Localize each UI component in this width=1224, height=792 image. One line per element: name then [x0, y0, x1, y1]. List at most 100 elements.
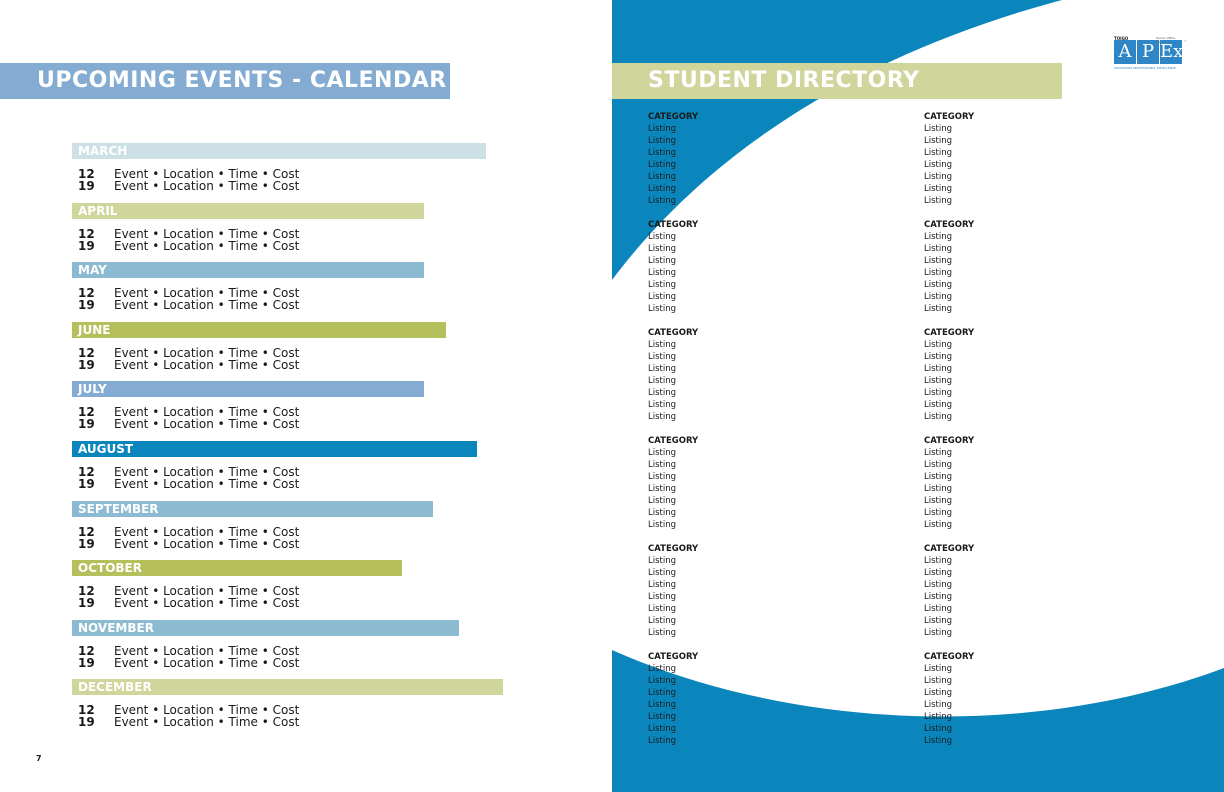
event-list: 12 Event • Location • Time • Cost 19 Event …: [72, 287, 512, 311]
event-row: 19 Event • Location • Time • Cost: [72, 538, 512, 550]
calendar-header: UPCOMING EVENTS - CALENDAR: [0, 63, 450, 99]
event-date: 19: [78, 179, 95, 193]
directory-listing: Listing: [648, 256, 677, 266]
directory-listing: Listing: [648, 496, 677, 506]
directory-listing: Listing: [924, 280, 953, 290]
directory-listing: Listing: [648, 196, 677, 206]
directory-listing: Listing: [648, 664, 677, 674]
directory-group: CATEGORY Listing Listing Listing Listing List…: [924, 651, 1124, 759]
month-bar: JUNE: [72, 321, 446, 338]
directory-listing: Listing: [648, 568, 677, 578]
left-page: UPCOMING EVENTS - CALENDAR MARCH 12 Event …: [0, 63, 512, 763]
month-block: MARCH 12 Event • Location • Time • Cost 19 E…: [72, 143, 512, 203]
directory-listing: Listing: [648, 244, 677, 254]
month-bar: OCTOBER: [72, 560, 402, 577]
directory-listing: Listing: [924, 388, 953, 398]
directory-group: CATEGORY Listing Listing Listing Listing List…: [924, 543, 1124, 651]
directory-listing: Listing: [924, 376, 953, 386]
directory-category: CATEGORY: [924, 328, 975, 338]
event-details: Event • Location • Time • Cost: [114, 584, 300, 599]
directory-category: CATEGORY: [924, 544, 975, 554]
directory-listing: Listing: [924, 580, 953, 590]
directory-listing: Listing: [924, 724, 953, 734]
event-row: 12 Event • Location • Time • Cost: [72, 168, 512, 180]
directory-category: CATEGORY: [924, 112, 975, 122]
event-date: 19: [78, 536, 95, 551]
event-details: Event • Location • Time • Cost: [114, 167, 300, 181]
directory-listing: Listing: [648, 460, 677, 470]
event-date: 19: [78, 476, 95, 491]
month-bar: AUGUST: [72, 440, 477, 457]
month-block: SEPTEMBER 12 Event • Location • Time • Cos…: [72, 500, 512, 561]
event-details: Event • Location • Time • Cost: [114, 643, 300, 658]
directory-listing: Listing: [924, 736, 953, 746]
directory-category: CATEGORY: [924, 220, 975, 230]
event-date: 12: [78, 643, 95, 658]
event-row: 19 Event • Location • Time • Cost: [72, 299, 512, 311]
directory-listing: Listing: [648, 292, 677, 302]
event-date: 19: [78, 238, 95, 253]
event-row: 12 Event • Location • Time • Cost: [72, 228, 512, 240]
directory-listing: Listing: [648, 232, 677, 242]
directory-listing: Listing: [648, 352, 677, 362]
event-date: 19: [78, 357, 95, 372]
directory-listing: Listing: [924, 232, 953, 242]
directory-listing: Listing: [924, 520, 953, 530]
event-list: 12 Event • Location • Time • Cost 19 Event …: [72, 466, 512, 490]
directory-listing: Listing: [648, 604, 677, 614]
month-block: AUGUST 12 Event • Location • Time • Cost 19…: [72, 440, 512, 501]
event-details: Event • Location • Time • Cost: [114, 298, 300, 313]
directory-listing: Listing: [924, 136, 953, 146]
event-details: Event • Location • Time • Cost: [114, 596, 300, 611]
event-date: 19: [78, 298, 95, 313]
month-block: NOVEMBER 12 Event • Location • Time • Cost…: [72, 619, 512, 680]
directory-listing: Listing: [924, 340, 953, 350]
directory-listing: Listing: [648, 388, 677, 398]
event-row: 12 Event • Location • Time • Cost: [72, 287, 512, 299]
directory-listing: Listing: [648, 616, 677, 626]
directory-listing: Listing: [648, 592, 677, 602]
directory-listing: Listing: [648, 412, 677, 422]
month-block: MAY 12 Event • Location • Time • Cost 19 Eve…: [72, 262, 512, 322]
event-row: 19 Event • Location • Time • Cost: [72, 716, 512, 728]
directory-header: STUDENT DIRECTORY: [612, 63, 1062, 99]
directory-listing: Listing: [924, 400, 953, 410]
event-row: 12 Event • Location • Time • Cost: [72, 526, 512, 538]
directory-group: CATEGORY Listing Listing Listing Listing List…: [648, 111, 848, 219]
event-date: 12: [78, 226, 95, 241]
directory-group: CATEGORY Listing Listing Listing Listing List…: [648, 219, 848, 327]
right-page: STUDENT DIRECTORY TOIGO Senior Office Me…: [612, 0, 1224, 792]
directory-listing: Listing: [648, 280, 677, 290]
directory-listing: Listing: [924, 160, 953, 170]
directory-listing: Listing: [648, 712, 677, 722]
event-details: Event • Location • Time • Cost: [114, 476, 300, 491]
event-date: 12: [78, 167, 95, 181]
directory-listing: Listing: [648, 268, 677, 278]
directory-listing: Listing: [924, 592, 953, 602]
month-block: OCTOBER 12 Event • Location • Time • Cost 1…: [72, 560, 512, 620]
directory-listing: Listing: [924, 676, 953, 686]
event-details: Event • Location • Time • Cost: [114, 524, 300, 539]
month-block: JUNE 12 Event • Location • Time • Cost 19 Ev…: [72, 321, 512, 382]
directory-group: CATEGORY Listing Listing Listing Listing List…: [648, 543, 848, 651]
event-date: 12: [78, 584, 95, 599]
month-bar: SEPTEMBER: [72, 500, 433, 517]
event-details: Event • Location • Time • Cost: [114, 345, 300, 360]
month-block: APRIL 12 Event • Location • Time • Cost 19 E…: [72, 202, 512, 263]
directory-listing: Listing: [924, 148, 953, 158]
event-details: Event • Location • Time • Cost: [114, 655, 300, 670]
logo-letter-tile: P: [1137, 40, 1159, 64]
event-date: 12: [78, 286, 95, 301]
event-date: 12: [78, 464, 95, 479]
directory-listing: Listing: [924, 556, 953, 566]
event-list: 12 Event • Location • Time • Cost 19 Event …: [72, 347, 512, 371]
directory-listing: Listing: [924, 508, 953, 518]
directory-group: CATEGORY Listing Listing Listing Listing List…: [924, 435, 1124, 543]
directory-listing: Listing: [648, 160, 677, 170]
month-bar: APRIL: [72, 202, 424, 219]
directory-listing: Listing: [924, 628, 953, 638]
directory-listing: Listing: [924, 448, 953, 458]
event-date: 19: [78, 655, 95, 670]
directory-listing: Listing: [924, 292, 953, 302]
directory-listing: Listing: [648, 520, 677, 530]
